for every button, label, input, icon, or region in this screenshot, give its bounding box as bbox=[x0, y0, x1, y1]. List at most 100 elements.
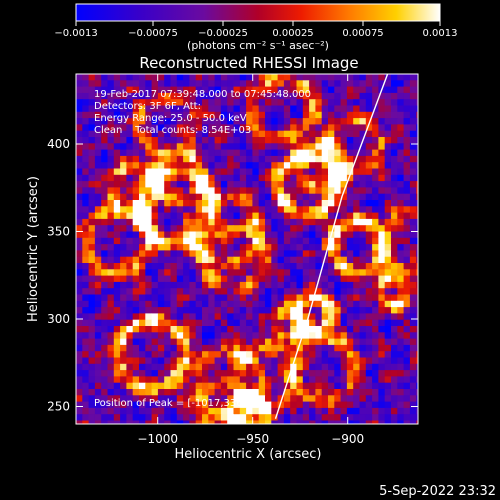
heatmap-cell bbox=[346, 143, 354, 150]
heatmap-cell bbox=[202, 218, 209, 226]
heatmap-cell bbox=[290, 382, 297, 390]
heatmap-cell bbox=[346, 111, 354, 119]
heatmap-cell bbox=[334, 137, 341, 144]
heatmap-cell bbox=[315, 263, 323, 270]
heatmap-cell bbox=[397, 370, 404, 377]
heatmap-cell bbox=[359, 281, 367, 289]
heatmap-cell bbox=[353, 105, 360, 113]
heatmap-cell bbox=[391, 420, 398, 424]
heatmap-cell bbox=[126, 225, 134, 232]
heatmap-cell bbox=[126, 370, 134, 377]
heatmap-cell bbox=[157, 206, 165, 213]
heatmap-cell bbox=[88, 74, 96, 81]
heatmap-cell bbox=[353, 269, 360, 276]
heatmap-cell bbox=[384, 332, 392, 339]
heatmap-cell bbox=[157, 149, 165, 157]
heatmap-cell bbox=[384, 92, 392, 100]
heatmap-cell bbox=[233, 307, 241, 314]
heatmap-cell bbox=[132, 281, 140, 289]
heatmap-cell bbox=[139, 363, 146, 371]
heatmap-cell bbox=[359, 313, 367, 321]
heatmap-cell bbox=[239, 181, 247, 188]
heatmap-cell bbox=[195, 225, 203, 232]
heatmap-cell bbox=[372, 414, 379, 421]
heatmap-cell bbox=[113, 414, 121, 421]
heatmap-cell bbox=[416, 231, 418, 239]
heatmap-cell bbox=[107, 256, 115, 264]
heatmap-cell bbox=[391, 130, 398, 138]
heatmap-cell bbox=[321, 395, 329, 402]
heatmap-cell bbox=[283, 275, 291, 283]
heatmap-cell bbox=[183, 137, 190, 144]
heatmap-cell bbox=[126, 288, 134, 295]
heatmap-cell bbox=[315, 244, 323, 251]
heatmap-cell bbox=[416, 326, 418, 333]
heatmap-cell bbox=[164, 244, 171, 251]
heatmap-cell bbox=[120, 155, 127, 163]
heatmap-cell bbox=[202, 80, 209, 87]
heatmap-cell bbox=[258, 130, 266, 138]
heatmap-cell bbox=[157, 244, 165, 251]
heatmap-cell bbox=[365, 338, 373, 346]
heatmap-cell bbox=[365, 124, 373, 132]
heatmap-cell bbox=[239, 193, 247, 201]
heatmap-cell bbox=[296, 200, 304, 207]
heatmap-cell bbox=[246, 124, 253, 132]
heatmap-cell bbox=[120, 118, 127, 125]
heatmap-cell bbox=[214, 130, 222, 138]
heatmap-cell bbox=[334, 382, 341, 390]
heatmap-cell bbox=[170, 99, 178, 106]
heatmap-cell bbox=[258, 414, 266, 421]
heatmap-cell bbox=[189, 288, 197, 295]
heatmap-cell bbox=[391, 407, 398, 415]
heatmap-cell bbox=[384, 231, 392, 239]
heatmap-cell bbox=[265, 326, 272, 333]
heatmap-cell bbox=[94, 200, 102, 207]
heatmap-cell bbox=[277, 244, 285, 251]
heatmap-cell bbox=[120, 288, 127, 295]
heatmap-cell bbox=[139, 168, 146, 176]
heatmap-cell bbox=[372, 326, 379, 333]
heatmap-cell bbox=[139, 414, 146, 421]
heatmap-cell bbox=[416, 307, 418, 314]
heatmap-cell bbox=[183, 168, 190, 176]
heatmap-cell bbox=[76, 313, 83, 321]
heatmap-cell bbox=[101, 105, 108, 113]
heatmap-cell bbox=[378, 382, 386, 390]
heatmap-cell bbox=[290, 124, 297, 132]
heatmap-cell bbox=[208, 294, 215, 302]
heatmap-cell bbox=[139, 244, 146, 251]
heatmap-cell bbox=[346, 363, 354, 371]
heatmap-cell bbox=[384, 269, 392, 276]
heatmap-cell bbox=[277, 338, 285, 346]
heatmap-cell bbox=[252, 74, 260, 81]
heatmap-cell bbox=[202, 193, 209, 201]
heatmap-cell bbox=[170, 193, 178, 201]
heatmap-cell bbox=[183, 382, 190, 390]
heatmap-cell bbox=[296, 74, 304, 81]
heatmap-cell bbox=[271, 250, 278, 258]
heatmap-cell bbox=[126, 326, 134, 333]
heatmap-cell bbox=[220, 206, 228, 213]
heatmap-cell bbox=[214, 269, 222, 276]
heatmap-cell bbox=[365, 351, 373, 358]
heatmap-cell bbox=[157, 344, 165, 352]
heatmap-cell bbox=[265, 99, 272, 106]
heatmap-cell bbox=[265, 225, 272, 232]
heatmap-cell bbox=[359, 80, 367, 87]
heatmap-cell bbox=[76, 281, 83, 289]
heatmap-cell bbox=[88, 111, 96, 119]
heatmap-cell bbox=[82, 332, 89, 339]
heatmap-cell bbox=[302, 420, 310, 424]
heatmap-cell bbox=[164, 281, 171, 289]
heatmap-cell bbox=[378, 263, 386, 270]
heatmap-cell bbox=[309, 332, 316, 339]
heatmap-cell bbox=[397, 326, 404, 333]
heatmap-cell bbox=[271, 244, 278, 251]
heatmap-cell bbox=[296, 344, 304, 352]
heatmap-cell bbox=[252, 124, 260, 132]
heatmap-cell bbox=[82, 288, 89, 295]
heatmap-cell bbox=[391, 338, 398, 346]
heatmap-cell bbox=[189, 401, 197, 409]
heatmap-cell bbox=[403, 370, 411, 377]
